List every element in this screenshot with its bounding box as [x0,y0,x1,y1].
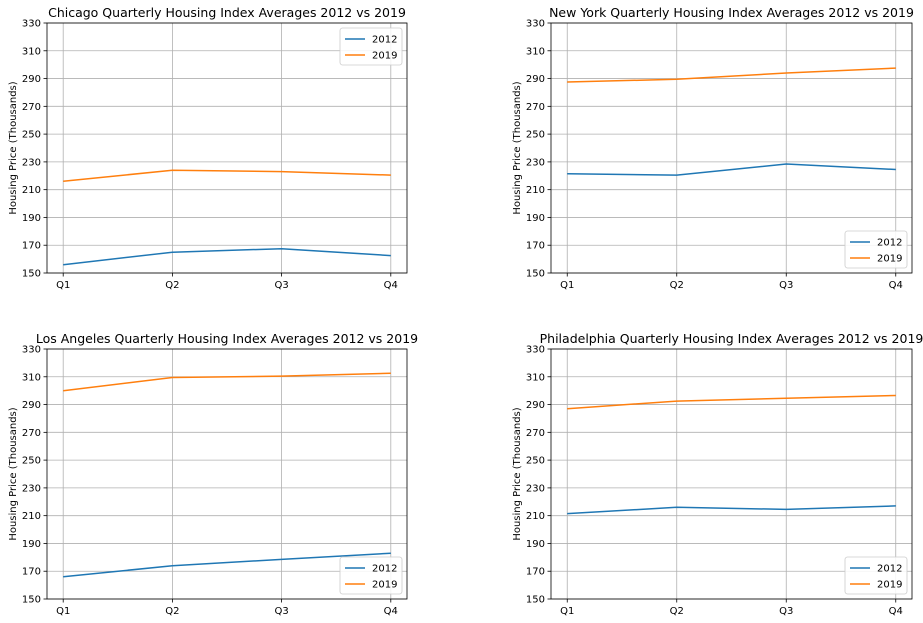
y-axis-label: Housing Price (Thousands) [512,81,523,214]
chart-panel-4: 150 170 190 210 230 250 270 290 310 330 Q1 Q2 Q3 Q4 Ph… [512,331,923,617]
legend-label: 2012 [372,564,397,575]
y-tick-label: 150 [22,269,41,280]
y-tick-label: 270 [22,102,41,113]
y-tick-label: 230 [526,483,545,494]
legend: 2012 2019 [339,27,403,66]
y-tick-label: 330 [526,345,545,356]
x-tick-label: Q4 [889,280,903,291]
legend-label: 2019 [877,254,902,265]
y-tick-label: 170 [22,567,41,578]
y-tick-label: 270 [22,428,41,439]
chart-panel-2: 150 170 190 210 230 250 270 290 310 330 Q1 Q2 Q3 Q4 Ne… [512,5,914,291]
y-tick-label: 310 [22,372,41,383]
y-tick-label: 210 [526,185,545,196]
x-tick-label: Q1 [560,280,574,291]
y-tick-label: 230 [22,483,41,494]
y-tick-label: 210 [526,511,545,522]
x-tick-label: Q2 [165,280,179,291]
y-tick-label: 250 [526,130,545,141]
x-tick-label: Q2 [165,606,179,617]
plot-frame [46,348,408,600]
y-tick-label: 190 [22,539,41,550]
y-tick-label: 230 [526,157,545,168]
x-tick-label: Q3 [779,280,793,291]
y-tick-label: 310 [22,46,41,57]
x-tick-label: Q4 [889,606,903,617]
y-axis-label: Housing Price (Thousands) [8,407,19,540]
legend-label: 2019 [877,580,902,591]
y-tick-label: 290 [526,400,545,411]
series-line-2012 [63,552,391,578]
series-line-2012 [63,247,391,266]
x-tick-label: Q2 [670,280,684,291]
plot-frame [46,22,408,274]
y-tick-label: 150 [22,595,41,606]
y-axis-label: Housing Price (Thousands) [512,407,523,540]
y-tick-label: 310 [526,46,545,57]
plot-frame [550,348,913,600]
y-tick-label: 290 [526,74,545,85]
x-tick-label: Q3 [274,606,288,617]
y-tick-label: 170 [22,241,41,252]
y-tick-label: 170 [526,567,545,578]
chart-panel-1: 150 170 190 210 230 250 270 290 310 330 Q1 Q2 Q3 Q4 Ch… [8,5,408,291]
x-tick-label: Q2 [670,606,684,617]
chart-title: Philadelphia Quarterly Housing Index Ave… [540,331,923,346]
series-line-2019 [63,372,391,392]
y-tick-label: 150 [526,595,545,606]
y-tick-label: 270 [526,428,545,439]
y-tick-label: 230 [22,157,41,168]
x-tick-label: Q3 [779,606,793,617]
y-tick-label: 290 [22,400,41,411]
y-axis-label: Housing Price (Thousands) [8,81,19,214]
y-tick-label: 170 [526,241,545,252]
series-line-2012 [567,505,896,515]
series-line-2019 [567,394,896,410]
y-tick-label: 190 [526,539,545,550]
legend: 2012 2019 [844,556,908,595]
series-line-2019 [63,169,391,183]
y-tick-label: 330 [526,19,545,30]
x-tick-label: Q4 [384,606,398,617]
y-tick-label: 330 [22,345,41,356]
x-tick-label: Q4 [384,280,398,291]
plot-frame [550,22,913,274]
y-tick-label: 270 [526,102,545,113]
series-line-2012 [567,163,896,176]
chart-title: Los Angeles Quarterly Housing Index Aver… [36,331,418,346]
legend: 2012 2019 [339,556,403,595]
y-tick-label: 250 [526,456,545,467]
series-line-2019 [567,67,896,83]
legend-label: 2012 [877,564,902,575]
chart-title: Chicago Quarterly Housing Index Averages… [48,5,406,20]
legend: 2012 2019 [844,230,908,269]
legend-label: 2019 [372,580,397,591]
x-tick-label: Q3 [274,280,288,291]
y-tick-label: 330 [22,19,41,30]
x-tick-label: Q1 [560,606,574,617]
legend-label: 2019 [372,51,397,62]
legend-label: 2012 [877,238,902,249]
legend-label: 2012 [372,35,397,46]
y-tick-label: 150 [526,269,545,280]
y-tick-label: 310 [526,372,545,383]
y-tick-label: 210 [22,185,41,196]
y-tick-label: 210 [22,511,41,522]
y-tick-label: 250 [22,456,41,467]
chart-title: New York Quarterly Housing Index Average… [549,5,914,20]
y-tick-label: 290 [22,74,41,85]
y-tick-label: 250 [22,130,41,141]
x-tick-label: Q1 [56,280,70,291]
x-tick-label: Q1 [56,606,70,617]
y-tick-label: 190 [526,213,545,224]
y-tick-label: 190 [22,213,41,224]
chart-panel-3: 150 170 190 210 230 250 270 290 310 330 Q1 Q2 Q3 Q4 Lo… [8,331,418,617]
